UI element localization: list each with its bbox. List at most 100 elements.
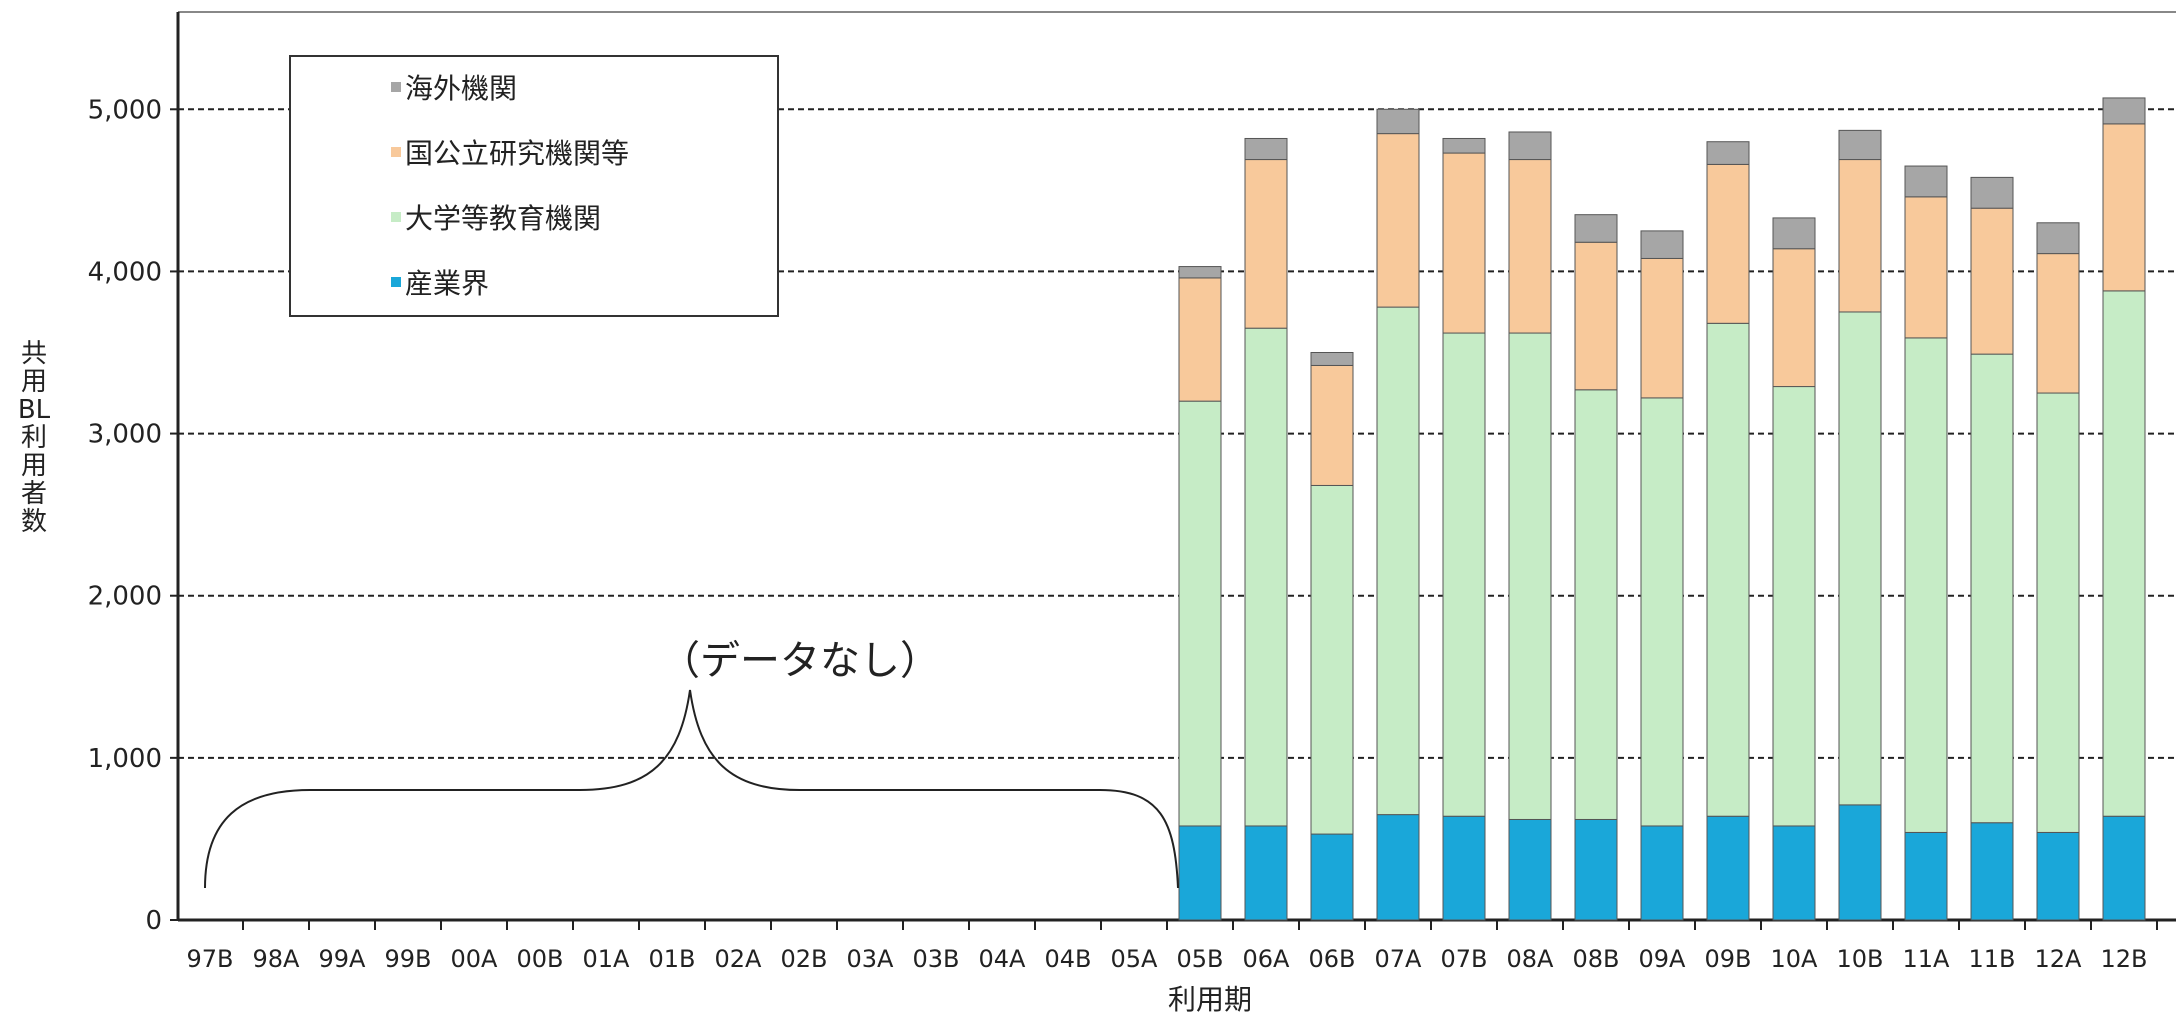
bar-segment <box>1574 241 1618 391</box>
legend-item-overseas: 海外機関 <box>391 67 517 107</box>
x-tick-label: 02A <box>715 945 763 973</box>
bar-segment <box>1772 825 1816 921</box>
x-tick-label: 10A <box>1771 945 1819 973</box>
no-data-annotation: （データなし） <box>660 638 940 684</box>
x-tick-label: 11A <box>1903 945 1951 973</box>
x-tick-label: 06A <box>1243 945 1291 973</box>
legend-swatch-universities <box>391 212 401 222</box>
bar-segment <box>1970 207 2014 355</box>
bar-segment <box>1508 159 1552 334</box>
no-data-brace <box>204 689 1179 889</box>
x-tick-label: 99A <box>319 945 367 973</box>
bar-segment <box>1640 230 1684 259</box>
bar-segment <box>2102 290 2146 817</box>
bar-segment <box>2036 831 2080 921</box>
bar-segment <box>1838 159 1882 313</box>
x-tick-label: 05A <box>1111 945 1159 973</box>
legend-label-national-labs: 国公立研究機関等 <box>405 137 630 170</box>
bar-segment <box>1178 277 1222 402</box>
bar-segment <box>1310 484 1354 835</box>
x-tick-label: 12A <box>2035 945 2083 973</box>
bar-segment <box>1904 196 1948 339</box>
legend-label-overseas: 海外機関 <box>405 72 518 105</box>
bar-segment <box>1244 137 1288 161</box>
bar-segment <box>1772 248 1816 388</box>
legend-label-universities: 大学等教育機関 <box>405 202 602 235</box>
bar-segment <box>1178 266 1222 279</box>
bar-segment <box>1508 332 1552 820</box>
bar-segment <box>2036 222 2080 255</box>
bar-segment <box>2036 392 2080 833</box>
x-tick-label: 09B <box>1704 945 1751 973</box>
x-tick-label: 03A <box>847 945 895 973</box>
bar-segment <box>1838 311 1882 806</box>
x-tick-label: 12B <box>2100 945 2147 973</box>
bar-segment <box>2102 815 2146 921</box>
bar-segment <box>1640 257 1684 399</box>
x-tick-label: 04A <box>979 945 1027 973</box>
x-tick-label: 07A <box>1375 945 1423 973</box>
bar-segment <box>1244 159 1288 329</box>
bar-segment <box>2036 253 2080 394</box>
bar-segment <box>1706 815 1750 921</box>
bar-segment <box>1838 129 1882 161</box>
bar-segment <box>1970 353 2014 824</box>
bar-segment <box>1838 804 1882 921</box>
bar-segment <box>1970 822 2014 921</box>
x-tick-label: 02B <box>780 945 827 973</box>
x-tick-label: 11B <box>1968 945 2015 973</box>
bar-segment <box>1706 322 1750 817</box>
bar-segment <box>1706 163 1750 324</box>
x-tick-label: 99B <box>384 945 431 973</box>
x-tick-label: 03B <box>912 945 959 973</box>
y-tick-label: 4,000 <box>88 257 162 287</box>
x-tick-label: 06B <box>1308 945 1355 973</box>
bar-segment <box>1574 214 1618 243</box>
bar-segment <box>1508 818 1552 921</box>
bar-segment <box>1376 133 1420 308</box>
bar-segment <box>1376 814 1420 921</box>
legend-label-industry: 産業界 <box>405 267 490 300</box>
y-tick-label: 2,000 <box>88 582 162 612</box>
y-tick-label: 0 <box>145 906 162 936</box>
x-tick-label: 97B <box>186 945 233 973</box>
bar-segment <box>1640 825 1684 921</box>
x-tick-label: 05B <box>1176 945 1223 973</box>
y-tick-label: 5,000 <box>88 95 162 125</box>
x-tick-label: 00A <box>451 945 499 973</box>
y-tick-label: 1,000 <box>88 744 162 774</box>
bar-segment <box>1904 165 1948 198</box>
bar-segment <box>1244 327 1288 827</box>
legend-swatch-overseas <box>391 82 401 92</box>
bar-segment <box>1376 306 1420 816</box>
bar-segment <box>1244 825 1288 921</box>
x-tick-label: 09A <box>1639 945 1687 973</box>
x-tick-label: 04B <box>1044 945 1091 973</box>
legend: 海外機関 国公立研究機関等 大学等教育機関 産業界 <box>289 55 779 317</box>
bar-segment <box>1310 352 1354 366</box>
x-tick-label: 00B <box>516 945 563 973</box>
bar-segment <box>1508 131 1552 161</box>
x-tick-label: 08B <box>1572 945 1619 973</box>
x-tick-label: 10B <box>1836 945 1883 973</box>
legend-item-industry: 産業界 <box>391 262 489 302</box>
legend-item-universities: 大学等教育機関 <box>391 197 601 237</box>
bar-segment <box>1640 397 1684 827</box>
bar-segment <box>1574 389 1618 820</box>
bar-segment <box>1376 108 1420 135</box>
legend-swatch-industry <box>391 277 401 287</box>
bar-segment <box>1442 152 1486 334</box>
bar-segment <box>1178 825 1222 921</box>
bar-segment <box>1574 818 1618 921</box>
x-tick-label: 07B <box>1440 945 1487 973</box>
bar-segment <box>1904 337 1948 833</box>
bar-segment <box>1772 386 1816 827</box>
bar-segment <box>1970 176 2014 209</box>
legend-item-national-labs: 国公立研究機関等 <box>391 132 629 172</box>
bar-segment <box>1442 815 1486 921</box>
bar-segment <box>1310 364 1354 486</box>
x-axis-label: 利用期 <box>1167 983 1252 1016</box>
bar-segment <box>2102 97 2146 125</box>
